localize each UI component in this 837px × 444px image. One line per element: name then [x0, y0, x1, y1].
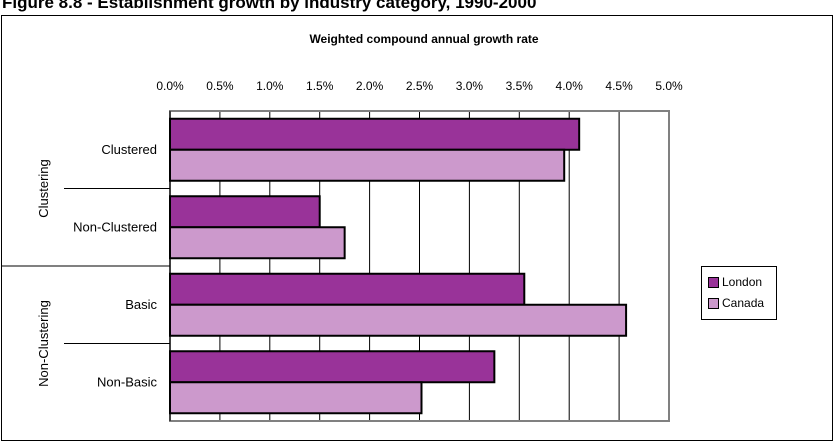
group-label: Clustering: [36, 159, 51, 218]
x-tick-label: 1.0%: [256, 79, 284, 93]
x-axis-ticks: 0.0% 0.5% 1.0% 1.5% 2.0% 2.5% 3.0% 3.5% 4.0% 4.5%…: [156, 79, 683, 93]
x-tick-label: 4.5%: [605, 79, 633, 93]
bar-canada-non-clustered: [169, 226, 346, 260]
bar-london-non-clustered: [169, 195, 321, 229]
x-tick-label: 3.5%: [506, 79, 534, 93]
category-label: Basic: [125, 297, 157, 312]
x-tick-label: 2.0%: [356, 79, 384, 93]
legend-item-canada: Canada: [708, 296, 764, 310]
group-labels: Clustering Non-Clustering: [1, 159, 170, 387]
legend-swatch-canada: [708, 297, 719, 309]
x-tick-label: 4.0%: [556, 79, 584, 93]
x-tick-label: 5.0%: [655, 79, 683, 93]
bar-london-clustered: [169, 117, 581, 151]
x-tick-label: 0.5%: [206, 79, 234, 93]
bar-canada-basic: [169, 303, 628, 337]
category-labels: Clustered Non-Clustered Basic Non-Basic: [73, 142, 157, 390]
group-label: Non-Clustering: [36, 300, 51, 387]
bars: [169, 117, 628, 415]
legend-item-london: London: [708, 275, 762, 289]
bar-canada-non-basic: [169, 381, 423, 415]
page-title: Figure 8.8 - Establishment growth by ind…: [2, 0, 537, 12]
x-tick-label: 2.5%: [406, 79, 434, 93]
chart-title: Weighted compound annual growth rate: [309, 32, 538, 46]
x-tick-label: 3.0%: [456, 79, 484, 93]
legend-swatch-london: [708, 276, 719, 288]
category-label: Non-Basic: [97, 374, 157, 389]
bar-canada-clustered: [169, 148, 566, 182]
legend-label-london: London: [722, 275, 763, 289]
category-label: Clustered: [101, 142, 157, 157]
legend: London Canada: [701, 266, 777, 320]
bar-london-basic: [169, 272, 526, 306]
x-tick-label: 0.0%: [156, 79, 184, 93]
category-label: Non-Clustered: [73, 219, 157, 234]
bar-london-non-basic: [169, 350, 496, 384]
x-tick-label: 1.5%: [306, 79, 334, 93]
legend-label-canada: Canada: [722, 296, 765, 310]
